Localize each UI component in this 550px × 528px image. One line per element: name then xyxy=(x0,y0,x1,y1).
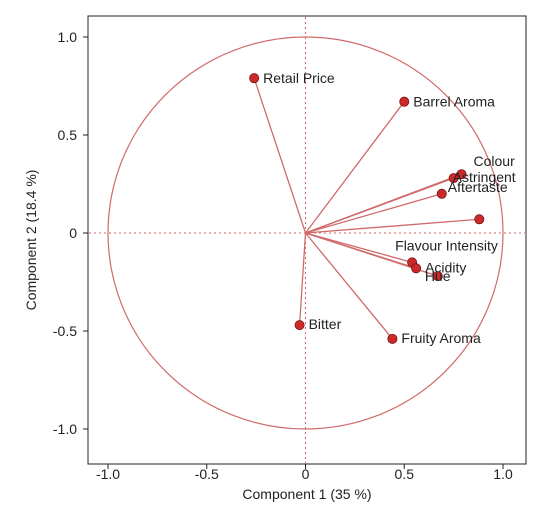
loading-point xyxy=(249,73,260,84)
y-tick-label: 1.0 xyxy=(58,29,78,45)
loading-point xyxy=(294,320,305,331)
x-tick-label: 0.5 xyxy=(395,466,415,482)
x-tick-label: -1.0 xyxy=(96,466,120,482)
loading-point xyxy=(387,333,398,344)
x-tick-label: 0 xyxy=(302,466,310,482)
loading-vector xyxy=(253,77,307,234)
variable-label: Astringent xyxy=(453,169,516,185)
loading-point xyxy=(456,169,467,180)
y-axis-label: Component 2 (18.4 %) xyxy=(23,170,39,311)
loading-point xyxy=(399,96,410,107)
x-axis-label: Component 1 (35 %) xyxy=(242,486,371,502)
variable-label: Aftertaste xyxy=(448,179,508,195)
variable-label: Bitter xyxy=(309,316,342,332)
variable-label: Acidity xyxy=(425,259,466,275)
y-tick-label: -0.5 xyxy=(53,323,77,339)
loading-vector xyxy=(305,232,413,264)
loading-vector xyxy=(305,218,480,234)
y-tick-label: -1.0 xyxy=(53,421,77,437)
loading-point xyxy=(436,188,447,199)
loading-vector xyxy=(305,193,442,234)
variable-label: Flavour Intensity xyxy=(395,237,498,253)
x-tick-label: 1.0 xyxy=(493,466,513,482)
y-tick-label: 0.5 xyxy=(58,127,78,143)
variable-label: Hue xyxy=(425,268,451,284)
y-tick-label: 0 xyxy=(69,225,77,241)
variable-label: Retail Price xyxy=(263,70,335,86)
loading-point xyxy=(474,214,485,225)
variable-label: Fruity Aroma xyxy=(401,330,481,346)
loading-vector xyxy=(304,101,405,234)
loading-point xyxy=(448,173,459,184)
loading-point xyxy=(411,263,422,274)
loading-vector xyxy=(305,177,454,234)
loading-vector xyxy=(304,232,393,340)
loading-point xyxy=(432,271,443,282)
x-tick-label: -0.5 xyxy=(195,466,219,482)
variable-label: Colour xyxy=(474,153,516,169)
variable-label: Barrel Aroma xyxy=(413,94,495,110)
loading-vector xyxy=(298,232,307,326)
plot-frame xyxy=(87,15,527,465)
